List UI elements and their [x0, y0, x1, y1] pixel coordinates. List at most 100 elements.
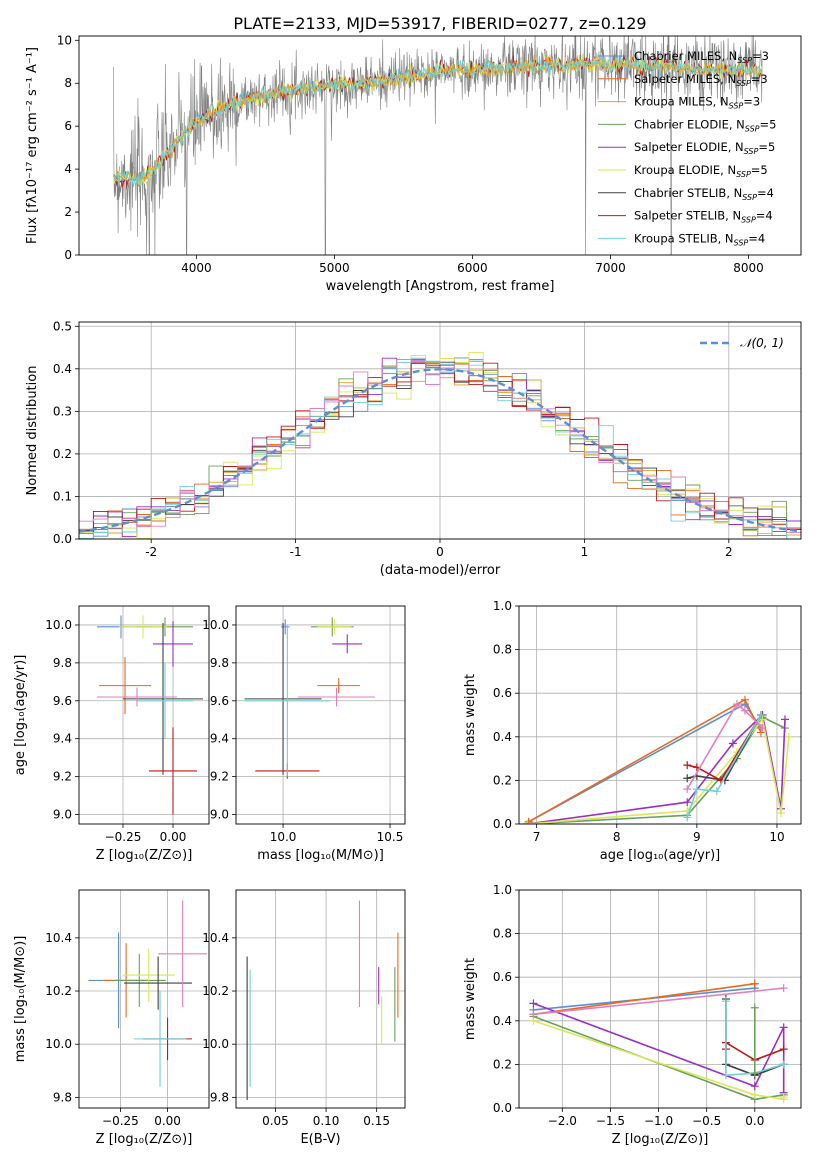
legend-label: Salpeter ELODIE, NSSP=5 — [634, 140, 775, 156]
legend-label: 𝒩(0, 1) — [740, 336, 784, 350]
histogram-step-line — [79, 359, 801, 533]
y-tick-label: 0.0 — [493, 1101, 512, 1115]
legend-label: Kroupa STELIB, NSSP=4 — [634, 231, 765, 247]
y-tick-label: 0.0 — [53, 532, 72, 546]
y-tick-label: 10.4 — [202, 931, 229, 945]
plus-marker — [740, 695, 749, 704]
histogram-step-line — [79, 361, 801, 532]
y-tick-label: 2 — [64, 205, 72, 219]
y-tick-label: 0.4 — [53, 362, 72, 376]
y-tick-label: 0.2 — [53, 447, 72, 461]
y-tick-label: 9.8 — [53, 1090, 72, 1104]
plot-area — [88, 900, 208, 1087]
plus-marker — [524, 817, 533, 824]
histogram-step-line — [79, 357, 801, 539]
plus-marker — [758, 715, 767, 724]
y-tick-label: 4 — [64, 162, 72, 176]
legend-label: Chabrier MILES, NSSP=3 — [634, 49, 769, 65]
plus-marker — [750, 1082, 759, 1091]
y-tick-label: 0.3 — [53, 404, 72, 418]
y-tick-label: 0.8 — [493, 643, 512, 657]
x-tick-label: −2.0 — [548, 1114, 577, 1128]
age-vs-mass-panel: 10.0 10.5 9.0 9.2 9.4 9.6 9.8 10.0 mass [log₁₀(M… — [202, 605, 406, 863]
y-tick-label: 9.4 — [210, 732, 229, 746]
x-tick-label: 0.00 — [154, 1114, 181, 1128]
plus-marker — [750, 1090, 759, 1099]
y-tick-label: 10.4 — [45, 931, 72, 945]
legend-label: Chabrier STELIB, NSSP=4 — [634, 186, 774, 202]
plot-area — [97, 615, 203, 815]
mass-weight-line — [533, 982, 755, 1016]
axes-frame — [235, 889, 406, 1109]
mass-weight-line — [686, 714, 762, 818]
mass-weight-line — [526, 713, 786, 824]
mass-weight-vs-metallicity-panel: −2.0 −1.5 −1.0 −0.5 0.0 0.0 0.2 0.4 0.6 0.8 1.0 Z [… — [463, 883, 802, 1147]
y-tick-label: 0.5 — [53, 319, 72, 333]
legend-label: Salpeter STELIB, NSSP=4 — [634, 209, 773, 225]
legend-label: Chabrier ELODIE, NSSP=5 — [634, 117, 776, 133]
axes-frame — [235, 605, 406, 825]
x-tick-label: 8000 — [733, 261, 764, 275]
y-tick-label: 9.8 — [53, 656, 72, 670]
y-tick-label: 10.0 — [202, 618, 229, 632]
y-tick-label: 10 — [57, 33, 72, 47]
x-tick-label: 0.15 — [363, 1114, 390, 1128]
gaussian-curve — [79, 368, 801, 533]
y-tick-label: 0.6 — [493, 686, 512, 700]
x-axis-label: E(B-V) — [300, 1132, 340, 1147]
plus-marker — [779, 1093, 788, 1102]
y-axis-label: Flux [fλ10⁻¹⁷ erg cm⁻² s⁻¹ A⁻¹] — [25, 47, 40, 244]
plot-area — [529, 979, 788, 1104]
model-spectrum-line — [113, 55, 763, 188]
x-axis-label: Z [log₁₀(Z/Z⊙)] — [612, 1132, 709, 1147]
plus-marker — [780, 715, 789, 724]
x-tick-label: 10 — [769, 830, 784, 844]
y-tick-label: 1.0 — [493, 599, 512, 613]
y-tick-label: 9.6 — [53, 694, 72, 708]
plot-area — [244, 617, 376, 779]
y-tick-label: 9.0 — [210, 808, 229, 822]
plus-marker — [683, 774, 692, 783]
axes-frame — [518, 605, 802, 825]
x-tick-label: 0.05 — [262, 1114, 289, 1128]
plus-marker — [683, 761, 692, 770]
y-tick-label: 0.4 — [493, 1014, 512, 1028]
plus-marker — [712, 787, 721, 796]
plus-marker — [683, 798, 692, 807]
plus-marker — [750, 1003, 759, 1012]
plus-marker — [721, 1071, 730, 1080]
plus-marker — [779, 1045, 788, 1054]
plus-marker — [779, 1060, 788, 1069]
x-axis-label: wavelength [Angstrom, rest frame] — [326, 279, 555, 294]
x-tick-label: 5000 — [319, 261, 350, 275]
y-tick-label: 10.2 — [45, 984, 72, 998]
plus-marker — [779, 984, 788, 993]
x-axis-label: (data-model)/error — [380, 563, 501, 578]
figure-title: PLATE=2133, MJD=53917, FIBERID=0277, z=0… — [233, 14, 646, 33]
plot-area — [523, 695, 793, 824]
legend-label: Salpeter MILES, NSSP=3 — [634, 72, 768, 88]
age-vs-metallicity-panel: −0.25 0.00 9.0 9.2 9.4 9.6 9.8 10.0 Z [log₁₀(Z/Z… — [13, 605, 210, 863]
x-tick-label: 6000 — [457, 261, 488, 275]
x-tick-label: 0.0 — [745, 1114, 764, 1128]
y-tick-label: 10.2 — [202, 984, 229, 998]
y-tick-label: 9.6 — [210, 694, 229, 708]
y-tick-label: 8 — [64, 76, 72, 90]
x-axis-label: Z [log₁₀(Z/Z⊙)] — [96, 848, 193, 863]
y-tick-label: 9.8 — [210, 656, 229, 670]
plus-marker — [732, 700, 741, 709]
x-axis-label: mass [log₁₀(M/M⊙)] — [257, 848, 384, 863]
plus-marker — [683, 785, 692, 794]
y-axis-label: age [log₁₀(age/yr)] — [13, 655, 28, 776]
x-tick-label: −1.0 — [644, 1114, 673, 1128]
y-tick-label: 0 — [64, 248, 72, 262]
plus-marker — [750, 979, 759, 988]
x-tick-label: −0.25 — [102, 1114, 139, 1128]
y-tick-label: 6 — [64, 119, 72, 133]
mass-weight-line — [686, 702, 764, 790]
x-axis-label: age [log₁₀(age/yr)] — [600, 848, 721, 863]
y-tick-label: 9.8 — [210, 1090, 229, 1104]
histogram-step-line — [79, 352, 801, 539]
plus-marker — [784, 732, 793, 741]
y-tick-label: 9.2 — [210, 770, 229, 784]
